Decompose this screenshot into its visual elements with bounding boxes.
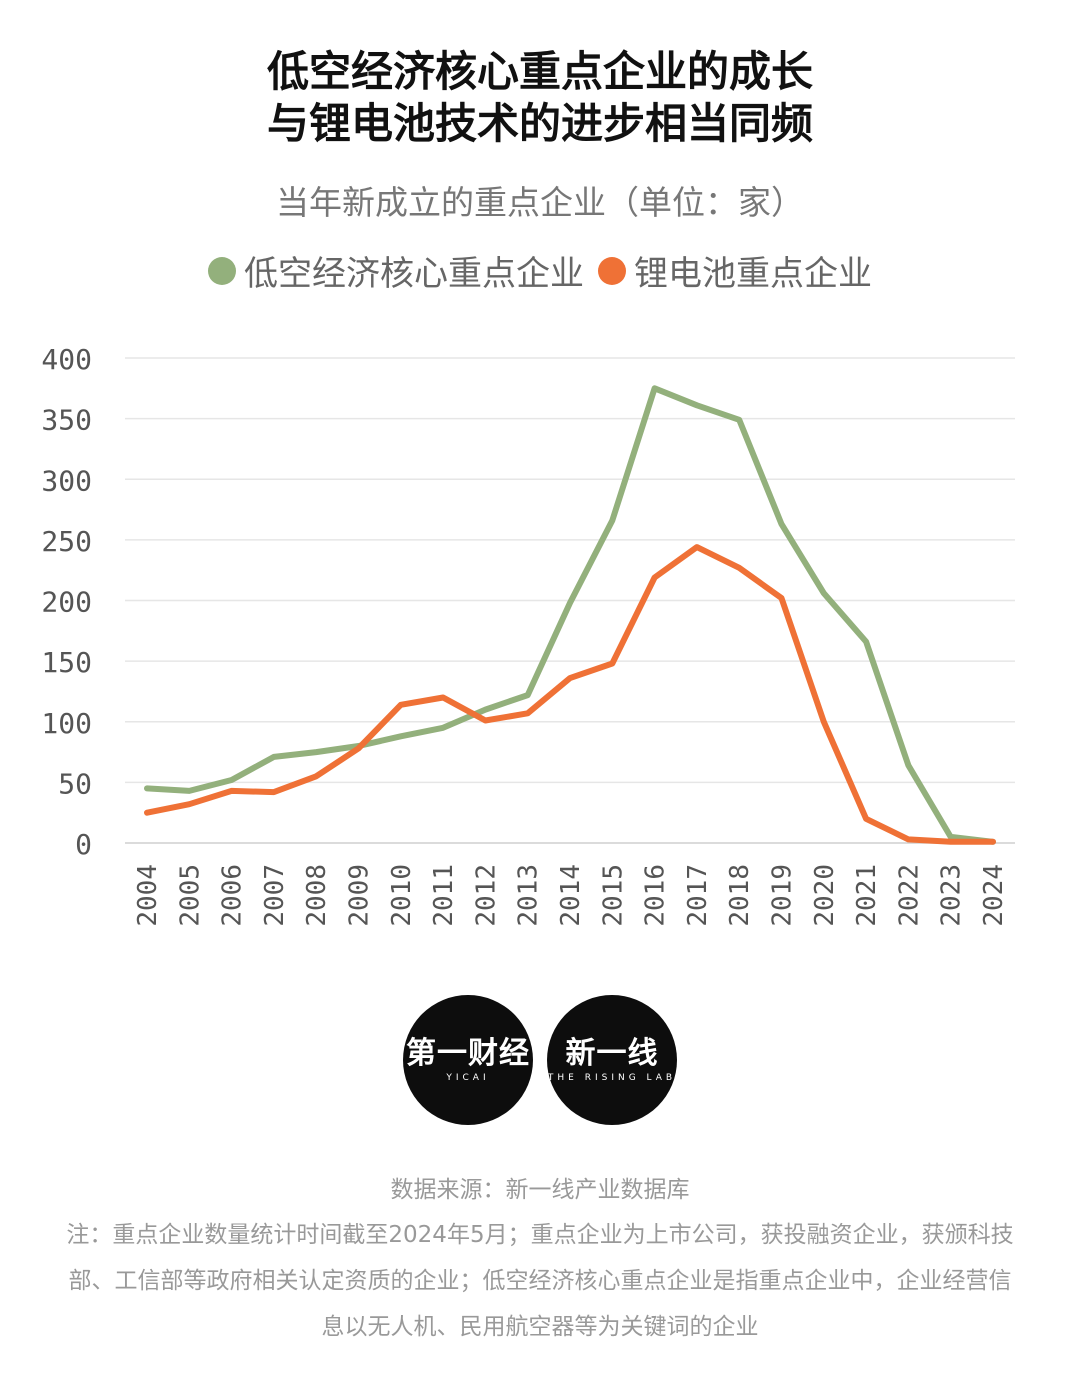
rising-lab-logo: 新一线 THE RISING LAB	[547, 995, 677, 1125]
x-tick-label: 2013	[514, 864, 544, 927]
title-line-2: 与锂电池技术的进步相当同频	[266, 99, 813, 148]
x-tick-label: 2006	[218, 864, 248, 927]
x-tick-label: 2008	[302, 864, 332, 927]
series-line-lithium	[144, 544, 996, 845]
x-tick-label: 2020	[810, 864, 840, 927]
x-tick-label: 2012	[471, 864, 501, 927]
legend: 低空经济核心重点企业 锂电池重点企业	[0, 246, 1080, 295]
y-tick-label: 250	[41, 525, 92, 558]
y-tick-label: 200	[41, 586, 92, 619]
x-tick-label: 2009	[345, 864, 375, 927]
rising-lab-logo-text: 新一线	[565, 1036, 659, 1071]
data-source: 数据来源：新一线产业数据库	[390, 1177, 690, 1203]
x-tick-label: 2015	[598, 864, 628, 927]
x-tick-label: 2007	[260, 864, 290, 927]
legend-label-lithium: 锂电池重点企业	[634, 254, 872, 294]
x-tick-label: 2018	[725, 864, 755, 927]
legend-item-low-altitude: 低空经济核心重点企业	[208, 246, 584, 295]
y-tick-label: 300	[41, 464, 92, 497]
footnote: 注：重点企业数量统计时间截至2024年5月；重点企业为上市公司，获投融资企业，获…	[66, 1222, 1014, 1340]
y-tick-label: 100	[41, 707, 92, 740]
rising-lab-logo-subtext: THE RISING LAB	[547, 1073, 677, 1083]
x-tick-label: 2019	[768, 864, 798, 927]
legend-label-low-altitude: 低空经济核心重点企业	[244, 254, 584, 294]
x-tick-label: 2004	[133, 864, 163, 927]
chart-subtitle: 当年新成立的重点企业（单位：家）	[276, 183, 804, 222]
x-tick-label: 2011	[429, 864, 459, 927]
x-tick-label: 2024	[979, 864, 1009, 927]
x-tick-label: 2005	[175, 864, 205, 927]
x-tick-label: 2016	[641, 864, 671, 927]
logos: 第一财经 YICAI 新一线 THE RISING LAB	[0, 995, 1080, 1125]
legend-swatch-low-altitude	[208, 256, 236, 285]
series-line-low-altitude	[144, 385, 996, 845]
y-tick-label: 0	[75, 828, 92, 861]
title-line-1: 低空经济核心重点企业的成长	[266, 47, 813, 96]
x-tick-label: 2010	[387, 864, 417, 927]
x-tick-label: 2021	[852, 864, 882, 927]
x-tick-label: 2022	[894, 864, 924, 927]
y-tick-label: 150	[41, 646, 92, 679]
legend-swatch-lithium	[598, 256, 626, 285]
line-chart: 0 50 100 150 200 250 300 350 400 2004 2005 2006 2007…	[41, 343, 1015, 927]
x-tick-label: 2017	[683, 864, 713, 927]
yicai-logo: 第一财经 YICAI	[403, 995, 533, 1125]
x-tick-label: 2023	[937, 864, 967, 927]
y-tick-label: 50	[58, 767, 92, 800]
y-tick-label: 350	[41, 404, 92, 437]
chart-title: 低空经济核心重点企业的成长 与锂电池技术的进步相当同频	[0, 46, 1080, 150]
yicai-logo-subtext: YICAI	[446, 1073, 490, 1083]
yicai-logo-text: 第一财经	[406, 1036, 530, 1071]
legend-item-lithium: 锂电池重点企业	[598, 246, 872, 295]
x-tick-label: 2014	[556, 864, 586, 927]
y-tick-label: 400	[41, 343, 92, 376]
